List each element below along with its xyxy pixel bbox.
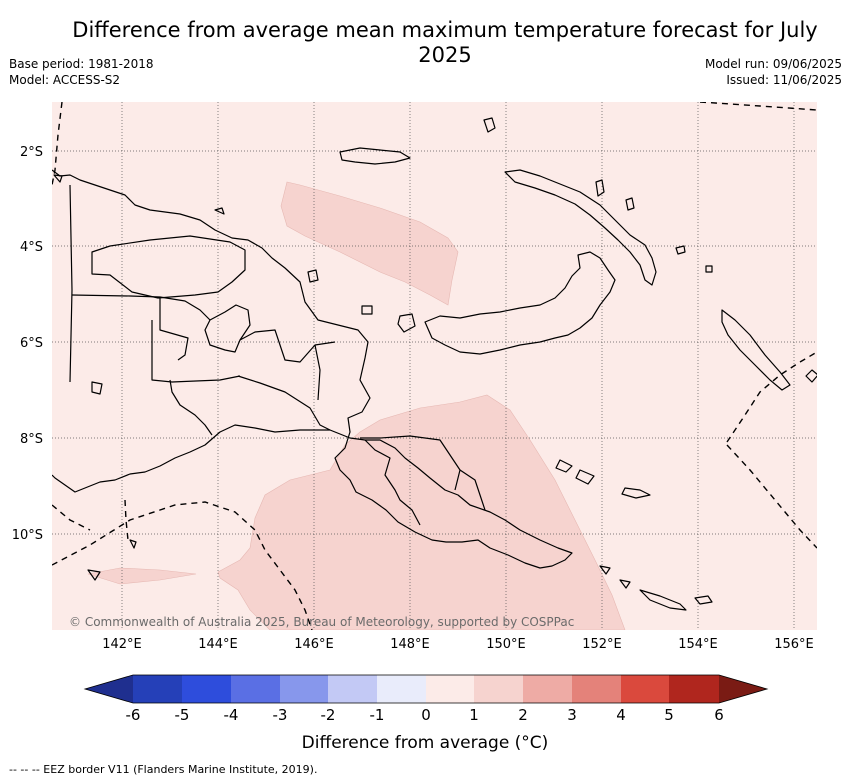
lon-axis-labels: 142°E 144°E 146°E 148°E 150°E 152°E 154°…: [102, 637, 814, 652]
colorbar-tick-label: 2: [518, 706, 528, 724]
lat-axis-labels: 2°S 4°S 6°S 8°S 10°S: [12, 145, 43, 543]
eez-borders: [52, 102, 817, 630]
colorbar-tick-label: 6: [714, 706, 724, 724]
base-period-text: Base period: 1981-2018: [9, 57, 154, 71]
metadata-right: Model run: 09/06/2025 Issued: 11/06/2025: [705, 56, 842, 88]
lon-tick-label: 150°E: [486, 637, 526, 652]
lon-tick-label: 152°E: [582, 637, 622, 652]
colorbar-title: Difference from average (°C): [301, 733, 549, 753]
lon-tick-label: 154°E: [678, 637, 718, 652]
manus-coast: [339, 147, 411, 165]
colorbar-tick-label: -6: [126, 706, 141, 724]
colorbar-tick-label: -2: [321, 706, 336, 724]
coastlines: [52, 117, 817, 611]
colorbar-segment: [280, 675, 328, 703]
lat-tick-label: 2°S: [20, 145, 43, 160]
colorbar-segment: [474, 675, 523, 703]
colorbar-tick-label: -5: [175, 706, 190, 724]
colorbar-segment: [182, 675, 231, 703]
lat-tick-label: 6°S: [20, 336, 43, 351]
colorbar-segment: [572, 675, 621, 703]
colorbar-tick-label: 1: [469, 706, 479, 724]
lon-tick-label: 142°E: [102, 637, 142, 652]
colorbar-tick-label: 0: [421, 706, 431, 724]
colorbar-tick-label: -1: [370, 706, 385, 724]
lat-tick-label: 10°S: [12, 528, 43, 543]
colorbar-tick-label: 4: [616, 706, 626, 724]
gridlines: [52, 102, 817, 630]
lat-tick-label: 8°S: [20, 432, 43, 447]
colorbar-segment: [719, 675, 767, 703]
lon-tick-label: 148°E: [390, 637, 430, 652]
issued-text: Issued: 11/06/2025: [726, 73, 842, 87]
colorbar-segment: [377, 675, 426, 703]
colorbar-outline: [83, 674, 769, 704]
colorbar-segment: [669, 675, 719, 703]
colorbar-segment: [231, 675, 280, 703]
lon-tick-label: 156°E: [774, 637, 814, 652]
warmer-region-south: [217, 394, 626, 630]
metadata-left: Base period: 1981-2018 Model: ACCESS-S2: [9, 56, 154, 88]
eez-footnote: -- -- -- EEZ border V11 (Flanders Marine…: [9, 763, 318, 776]
copyright-notice: © Commonwealth of Australia 2025, Bureau…: [69, 615, 574, 629]
colorbar-segment: [621, 675, 669, 703]
new-guinea-coast: [52, 169, 573, 569]
new-ireland-coast: [504, 169, 657, 286]
colorbar-tick-label: -3: [273, 706, 288, 724]
lat-tick-label: 4°S: [20, 240, 43, 255]
warmer-region-north: [280, 181, 459, 306]
bougainville-coast: [721, 309, 791, 391]
colorbar-tick-label: 3: [567, 706, 577, 724]
model-run-text: Model run: 09/06/2025: [704, 57, 842, 71]
colorbar: -6 -5 -4 -3 -2 -1 0 1 2 3 4 5 6: [83, 674, 769, 724]
model-text: Model: ACCESS-S2: [9, 73, 121, 87]
lon-tick-label: 144°E: [198, 637, 238, 652]
map-content: [52, 102, 817, 630]
new-britain-coast: [424, 251, 616, 355]
lon-tick-label: 146°E: [294, 637, 334, 652]
colorbar-tick-label: 5: [664, 706, 674, 724]
colorbar-tick-label: -4: [224, 706, 239, 724]
colorbar-segment: [523, 675, 572, 703]
colorbar-segment: [85, 675, 133, 703]
warmer-region-southwest: [87, 567, 197, 585]
map-title: Difference from average mean maximum tem…: [72, 18, 818, 67]
colorbar-segment: [426, 675, 474, 703]
colorbar-segment: [328, 675, 377, 703]
colorbar-segment: [133, 675, 182, 703]
